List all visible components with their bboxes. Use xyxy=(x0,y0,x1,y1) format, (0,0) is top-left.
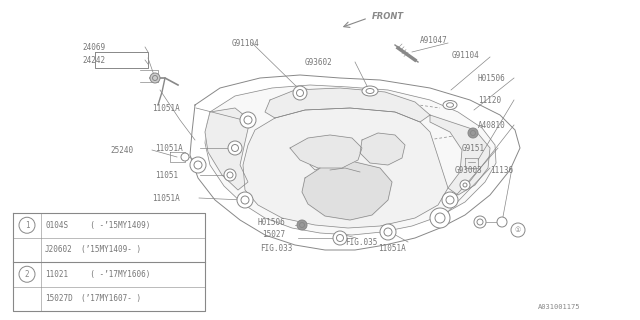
Text: ( -’17MY1606): ( -’17MY1606) xyxy=(81,270,150,279)
Polygon shape xyxy=(302,162,392,220)
Circle shape xyxy=(19,217,35,233)
Text: 2: 2 xyxy=(25,270,29,279)
Text: G93602: G93602 xyxy=(305,58,333,67)
Circle shape xyxy=(474,216,486,228)
Ellipse shape xyxy=(443,100,457,109)
Circle shape xyxy=(380,224,396,240)
Text: 11051: 11051 xyxy=(155,171,178,180)
Text: 11051A: 11051A xyxy=(152,194,180,203)
Circle shape xyxy=(237,192,253,208)
Text: G91104: G91104 xyxy=(452,51,480,60)
Circle shape xyxy=(460,180,470,190)
Circle shape xyxy=(468,128,478,138)
Polygon shape xyxy=(360,133,405,165)
Circle shape xyxy=(19,266,35,282)
Text: A91047: A91047 xyxy=(420,36,448,44)
Text: 11051A: 11051A xyxy=(378,244,406,252)
Circle shape xyxy=(293,86,307,100)
Text: J20602: J20602 xyxy=(45,245,73,254)
Text: G9151: G9151 xyxy=(462,143,485,153)
Polygon shape xyxy=(290,135,362,168)
Ellipse shape xyxy=(362,86,378,96)
Text: 25240: 25240 xyxy=(110,146,133,155)
Text: 24242: 24242 xyxy=(82,55,105,65)
Circle shape xyxy=(333,231,347,245)
Circle shape xyxy=(497,217,507,227)
Text: A031001175: A031001175 xyxy=(538,304,580,310)
Text: 11120: 11120 xyxy=(478,95,501,105)
Circle shape xyxy=(150,73,160,83)
Text: H01506: H01506 xyxy=(258,218,285,227)
Text: 11051A: 11051A xyxy=(155,143,183,153)
Text: 1: 1 xyxy=(25,221,29,230)
Text: H01506: H01506 xyxy=(478,74,506,83)
Text: FRONT: FRONT xyxy=(372,12,404,20)
Text: (’15MY1409- ): (’15MY1409- ) xyxy=(81,245,141,254)
Circle shape xyxy=(240,112,256,128)
Text: FIG.035: FIG.035 xyxy=(345,237,378,246)
Text: 15027: 15027 xyxy=(262,229,285,238)
Circle shape xyxy=(190,157,206,173)
Text: G91104: G91104 xyxy=(232,38,260,47)
Circle shape xyxy=(442,192,458,208)
Circle shape xyxy=(228,141,242,155)
Text: A40810: A40810 xyxy=(478,121,506,130)
Text: 11136: 11136 xyxy=(490,165,513,174)
Circle shape xyxy=(181,153,189,161)
Text: ①: ① xyxy=(515,227,521,233)
Text: 24069: 24069 xyxy=(82,43,105,52)
Polygon shape xyxy=(205,85,496,235)
Text: 11051A: 11051A xyxy=(152,103,180,113)
Circle shape xyxy=(511,223,525,237)
Text: (’17MY1607- ): (’17MY1607- ) xyxy=(81,294,141,303)
Circle shape xyxy=(224,169,236,181)
Text: 11021: 11021 xyxy=(45,270,68,279)
Polygon shape xyxy=(265,88,430,122)
Polygon shape xyxy=(190,75,520,250)
Text: 0104S: 0104S xyxy=(45,221,68,230)
Polygon shape xyxy=(243,108,448,228)
Circle shape xyxy=(430,208,450,228)
Text: ( -’15MY1409): ( -’15MY1409) xyxy=(81,221,150,230)
Polygon shape xyxy=(430,115,490,195)
Text: G93003: G93003 xyxy=(455,165,483,174)
Polygon shape xyxy=(205,108,250,190)
Text: 15027D: 15027D xyxy=(45,294,73,303)
Circle shape xyxy=(297,220,307,230)
Text: FIG.033: FIG.033 xyxy=(260,244,292,252)
